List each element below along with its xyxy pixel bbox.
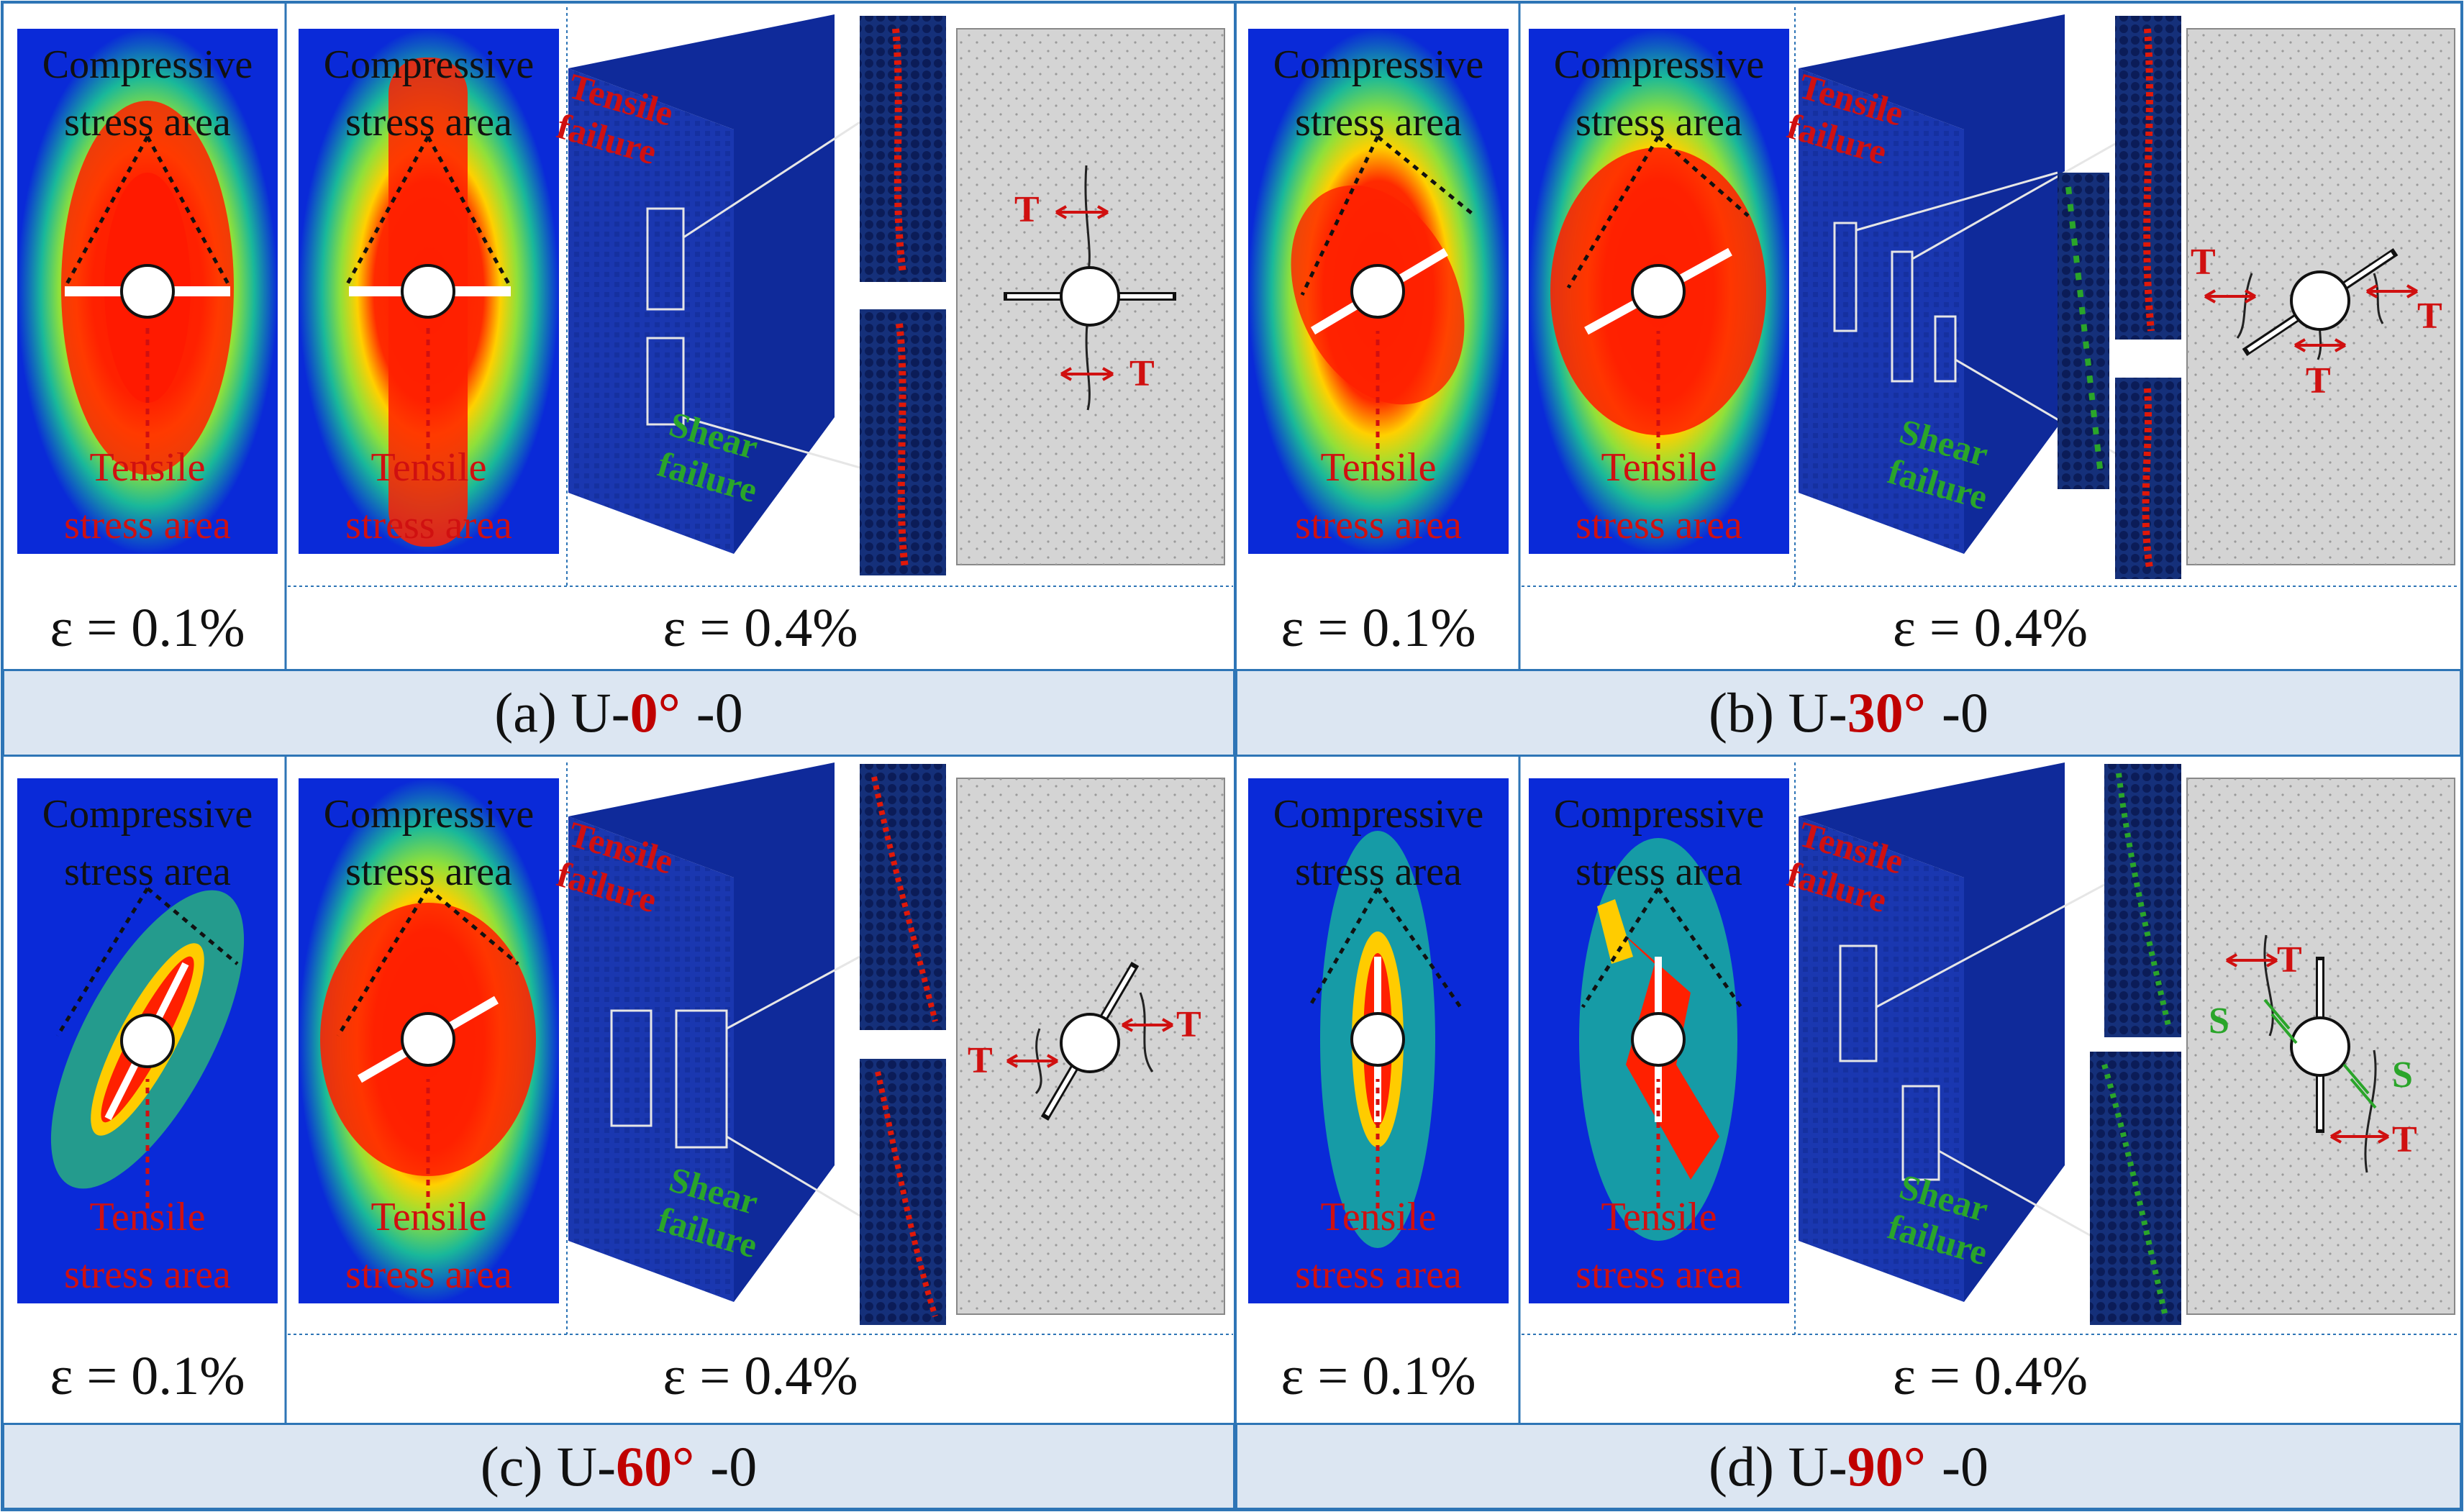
caption-d-angle: 90° (1847, 1434, 1926, 1498)
panel-c-contour-high (299, 778, 559, 1303)
b-crack-t-right: T (2417, 296, 2442, 337)
b-crack-t-left: T (2191, 242, 2216, 283)
panel-b-zoom (2058, 16, 2181, 579)
caption-c-suffix: -0 (710, 1434, 758, 1498)
panel-a-contour-high (299, 29, 559, 554)
caption-d-suffix: -0 (1941, 1434, 1988, 1498)
strain-c-low: ε = 0.1% (50, 1346, 245, 1406)
caption-d-prefix: (d) U- (1709, 1434, 1847, 1498)
a-crack-t-lower: T (1129, 353, 1155, 394)
strain-c-high: ε = 0.4% (663, 1346, 858, 1406)
a-low-tensile: Tensile stress area (64, 445, 231, 547)
c-high-compressive: Compressive stress area (323, 792, 535, 894)
c-crack-t-right: T (1176, 1004, 1201, 1045)
panel-d-contour-high (1529, 778, 1789, 1303)
panel-d-block (1799, 762, 2105, 1302)
panel-a-zoom (860, 16, 946, 575)
panel-a-block (568, 14, 860, 554)
panel-c-contour-low (17, 778, 278, 1303)
caption-d: (d) U- 90° -0 (1235, 1423, 2462, 1510)
caption-c-prefix: (c) U- (480, 1434, 617, 1498)
d-crack-t-lower: T (2392, 1119, 2417, 1160)
d-low-tensile: Tensile stress area (1295, 1195, 1462, 1297)
panel-b-contour-high (1529, 29, 1789, 554)
caption-a-angle: 0° (629, 681, 681, 744)
panel-c-crack-map (956, 778, 1225, 1315)
panel-a-contour-low (17, 29, 278, 554)
caption-a: (a) U- 0° -0 (2, 669, 1235, 757)
c-high-tensile: Tensile stress area (345, 1195, 512, 1297)
caption-c-angle: 60° (616, 1434, 695, 1498)
panel-c-zoom (860, 764, 946, 1325)
panel-a-crack-map (956, 28, 1225, 565)
a-low-compressive: Compressive stress area (42, 42, 253, 145)
d-crack-s-right: S (2392, 1055, 2413, 1096)
d-low-compressive: Compressive stress area (1273, 792, 1484, 894)
strain-d-high: ε = 0.4% (1892, 1346, 2088, 1406)
strain-b-high: ε = 0.4% (1892, 598, 2088, 658)
b-low-compressive: Compressive stress area (1273, 42, 1484, 145)
c-crack-t-left: T (968, 1040, 993, 1081)
d-crack-s-left: S (2209, 1001, 2229, 1042)
strain-a-high: ε = 0.4% (663, 598, 858, 658)
c-low-compressive: Compressive stress area (42, 792, 253, 894)
b-high-compressive: Compressive stress area (1553, 42, 1765, 145)
panel-d-zoom (2090, 764, 2181, 1325)
panel-b-block (1799, 14, 2116, 554)
panel-c-block (568, 762, 860, 1302)
b-crack-t-bottom: T (2306, 360, 2331, 401)
a-high-compressive: Compressive stress area (323, 42, 535, 145)
panel-d-crack-map (2186, 778, 2455, 1315)
strain-d-low: ε = 0.1% (1281, 1346, 1476, 1406)
d-crack-t-upper: T (2277, 939, 2302, 980)
caption-c: (c) U- 60° -0 (2, 1423, 1235, 1510)
a-high-tensile: Tensile stress area (345, 445, 512, 547)
panel-b-contour-low (1248, 29, 1509, 554)
panel-b-crack-map (2186, 28, 2455, 565)
caption-b-angle: 30° (1847, 681, 1926, 744)
d-high-tensile: Tensile stress area (1576, 1195, 1742, 1297)
c-low-tensile: Tensile stress area (64, 1195, 231, 1297)
a-crack-t-upper: T (1014, 189, 1040, 230)
panel-d-contour-low (1248, 778, 1509, 1303)
caption-a-suffix: -0 (696, 681, 743, 744)
caption-a-prefix: (a) U- (494, 681, 630, 744)
caption-b-suffix: -0 (1941, 681, 1988, 744)
d-high-compressive: Compressive stress area (1553, 792, 1765, 894)
b-high-tensile: Tensile stress area (1576, 445, 1742, 547)
caption-b-prefix: (b) U- (1709, 681, 1847, 744)
b-low-tensile: Tensile stress area (1295, 445, 1462, 547)
caption-b: (b) U- 30° -0 (1235, 669, 2462, 757)
strain-a-low: ε = 0.1% (50, 598, 245, 658)
strain-b-low: ε = 0.1% (1281, 598, 1476, 658)
